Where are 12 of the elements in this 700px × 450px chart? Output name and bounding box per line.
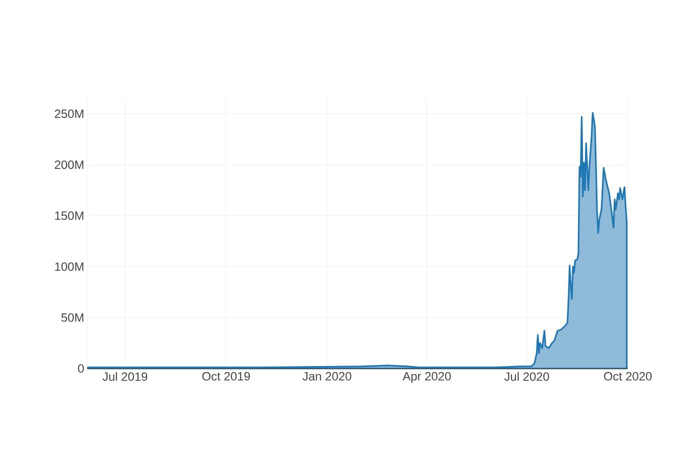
x-tick-label: Oct 2019 — [202, 372, 250, 381]
y-tick-label: 0 — [78, 364, 84, 373]
x-tick-label: Apr 2020 — [402, 372, 451, 383]
y-tick-label: 100M — [55, 262, 84, 271]
x-tick-label: Jan 2020 — [302, 372, 352, 381]
y-tick-label: 50M — [61, 313, 84, 322]
y-tick-label: 250M — [54, 110, 84, 118]
x-tick-label: Jul 2020 — [504, 372, 550, 381]
x-tick-label: Oct 2020 — [604, 372, 652, 381]
y-tick-label: 150M — [55, 211, 84, 220]
x-tick-label: Jul 2019 — [102, 372, 148, 381]
y-tick-label: 200M — [54, 160, 84, 169]
